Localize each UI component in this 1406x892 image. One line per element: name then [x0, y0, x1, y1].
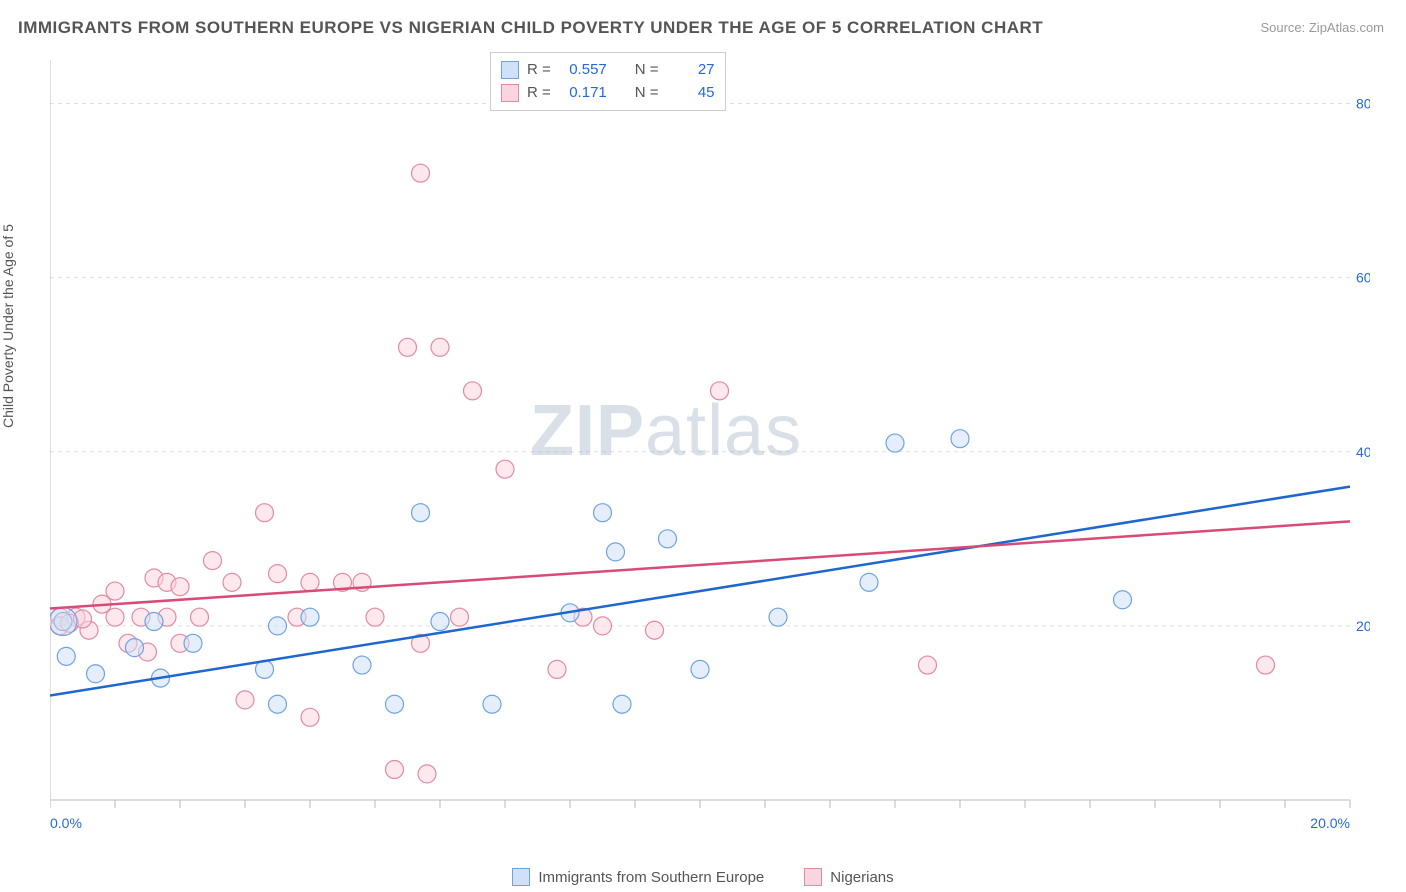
r-label: R = [527, 59, 551, 82]
legend-item: Immigrants from Southern Europe [512, 868, 764, 886]
svg-text:60.0%: 60.0% [1356, 270, 1370, 286]
scatter-chart: 20.0% 40.0% 60.0% 80.0% 0.0% 20.0% [50, 50, 1370, 830]
series-swatch [512, 868, 530, 886]
chart-title: IMMIGRANTS FROM SOUTHERN EUROPE VS NIGER… [18, 18, 1043, 38]
series-swatch [804, 868, 822, 886]
bottom-legend: Immigrants from Southern Europe Nigerian… [0, 868, 1406, 886]
n-value: 27 [667, 59, 715, 82]
legend-label: Nigerians [830, 869, 893, 886]
correlation-stats-box: R = 0.557 N = 27 R = 0.171 N = 45 [490, 52, 726, 111]
svg-text:0.0%: 0.0% [50, 815, 82, 830]
n-label: N = [635, 82, 659, 105]
svg-text:40.0%: 40.0% [1356, 444, 1370, 460]
r-label: R = [527, 82, 551, 105]
r-value: 0.171 [559, 82, 607, 105]
chart-area: 20.0% 40.0% 60.0% 80.0% 0.0% 20.0% [50, 50, 1370, 830]
svg-text:20.0%: 20.0% [1356, 618, 1370, 634]
source-attribution: Source: ZipAtlas.com [1260, 20, 1384, 35]
stat-row: R = 0.557 N = 27 [501, 59, 715, 82]
series-swatch [501, 84, 519, 102]
svg-text:80.0%: 80.0% [1356, 96, 1370, 112]
legend-label: Immigrants from Southern Europe [538, 869, 764, 886]
series-swatch [501, 61, 519, 79]
stat-row: R = 0.171 N = 45 [501, 82, 715, 105]
n-label: N = [635, 59, 659, 82]
svg-text:20.0%: 20.0% [1310, 815, 1350, 830]
r-value: 0.557 [559, 59, 607, 82]
legend-item: Nigerians [804, 868, 893, 886]
y-axis-label: Child Poverty Under the Age of 5 [0, 224, 16, 428]
n-value: 45 [667, 82, 715, 105]
